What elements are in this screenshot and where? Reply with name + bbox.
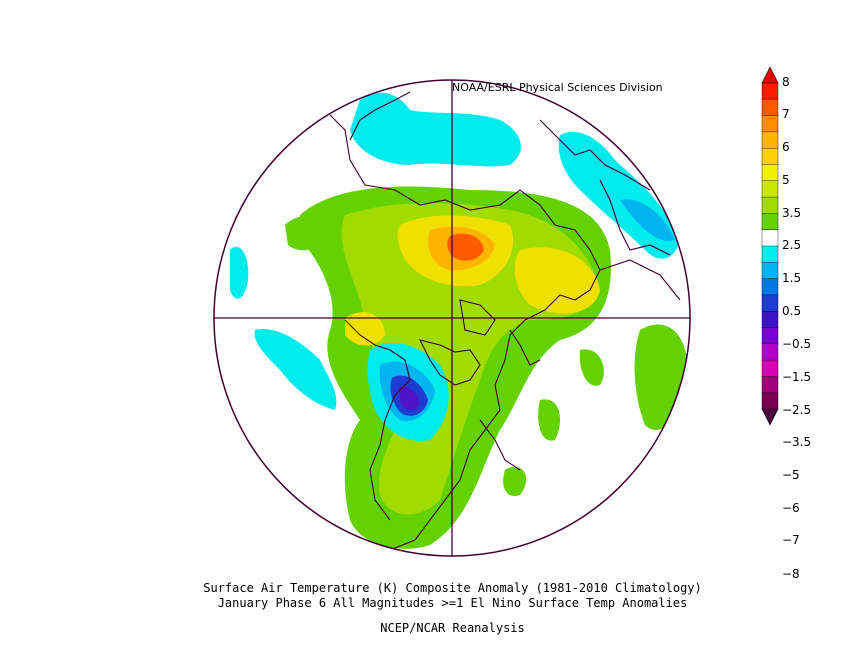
credit-text: NOAA/ESRL Physical Sciences Division: [452, 81, 663, 94]
colorbar-swatch: [761, 99, 779, 117]
hudson-bay: [418, 339, 481, 386]
caption-line-2: January Phase 6 All Magnitudes >=1 El Ni…: [217, 596, 688, 610]
colorbar-swatch: [761, 131, 779, 149]
colorbar-swatch: [761, 82, 779, 100]
colorbar-tick-label: 2.5: [782, 238, 802, 252]
caption-line-3: NCEP/NCAR Reanalysis: [380, 621, 525, 635]
colorbar-tick-label: 5: [782, 173, 790, 187]
colorbar-tick-label: −6: [782, 501, 800, 515]
colorbar-swatch: [761, 213, 779, 231]
positive-anomaly-region-mid: [395, 456, 440, 501]
coast-line: [509, 329, 541, 366]
coast-line: [599, 179, 671, 256]
positive-anomaly-region: [285, 216, 325, 251]
colorbar-swatch: [761, 376, 779, 394]
colorbar-tip-bottom: [761, 408, 779, 426]
positive-anomaly-region: [538, 399, 560, 441]
colorbar-swatch: [761, 392, 779, 410]
colorbar-tick-label: 8: [782, 75, 790, 89]
negative-anomaly-region: [254, 329, 337, 410]
colorbar-swatch: [761, 245, 779, 263]
colorbar-swatch: [761, 327, 779, 345]
colorbar-swatch: [761, 294, 779, 312]
greenland: [459, 299, 496, 336]
colorbar-tick-label: −7: [782, 533, 800, 547]
coast-line: [349, 91, 411, 141]
colorbar-swatch: [761, 196, 779, 215]
coast-line: [479, 419, 521, 471]
colorbar-swatch: [761, 115, 779, 133]
positive-anomaly-region: [579, 349, 604, 386]
colorbar-tick-label: 1.5: [782, 271, 802, 285]
negative-anomaly-region-purple: [398, 386, 420, 410]
positive-anomaly-region: [503, 466, 527, 496]
colorbar-swatch: [761, 164, 779, 182]
negative-anomaly-region-mid: [620, 199, 675, 241]
colorbar-swatch: [761, 147, 779, 166]
colorbar-tick-label: −8: [782, 567, 800, 581]
colorbar-tick-label: 7: [782, 107, 790, 121]
colorbar-tick-label: 0.5: [782, 304, 802, 318]
caption-line-1: Surface Air Temperature (K) Composite An…: [203, 581, 702, 595]
america-west-coast: [344, 319, 411, 521]
coastlines: [329, 91, 681, 551]
colorbar-swatch: [761, 359, 779, 378]
colorbar-tick-label: 3.5: [782, 206, 802, 220]
positive-anomaly-region-yellow: [345, 312, 385, 346]
colorbar-tip-top: [761, 66, 779, 84]
america-east-coast: [389, 319, 526, 551]
colorbar-swatch: [761, 180, 779, 198]
negative-anomaly-region: [350, 92, 521, 167]
negative-anomaly-region: [230, 246, 249, 299]
colorbar-swatch: [761, 229, 779, 247]
colorbar-swatch: [761, 262, 779, 280]
colorbar-tick-label: 6: [782, 140, 790, 154]
asia-pacific: [599, 259, 681, 301]
colorbar-swatch: [761, 311, 779, 329]
colorbar-tick-label: −2.5: [782, 403, 812, 417]
arctic-islands: [539, 119, 651, 191]
positive-anomaly-region-red: [447, 233, 484, 261]
colorbar-swatch: [761, 343, 779, 361]
colorbar-tick-label: −5: [782, 468, 800, 482]
eurasia-coast: [329, 114, 601, 321]
colorbar-tick-label: −1.5: [782, 370, 812, 384]
colorbar-swatch: [761, 278, 779, 296]
colorbar-tick-label: −0.5: [782, 337, 812, 351]
colorbar-tick-label: −3.5: [782, 435, 812, 449]
